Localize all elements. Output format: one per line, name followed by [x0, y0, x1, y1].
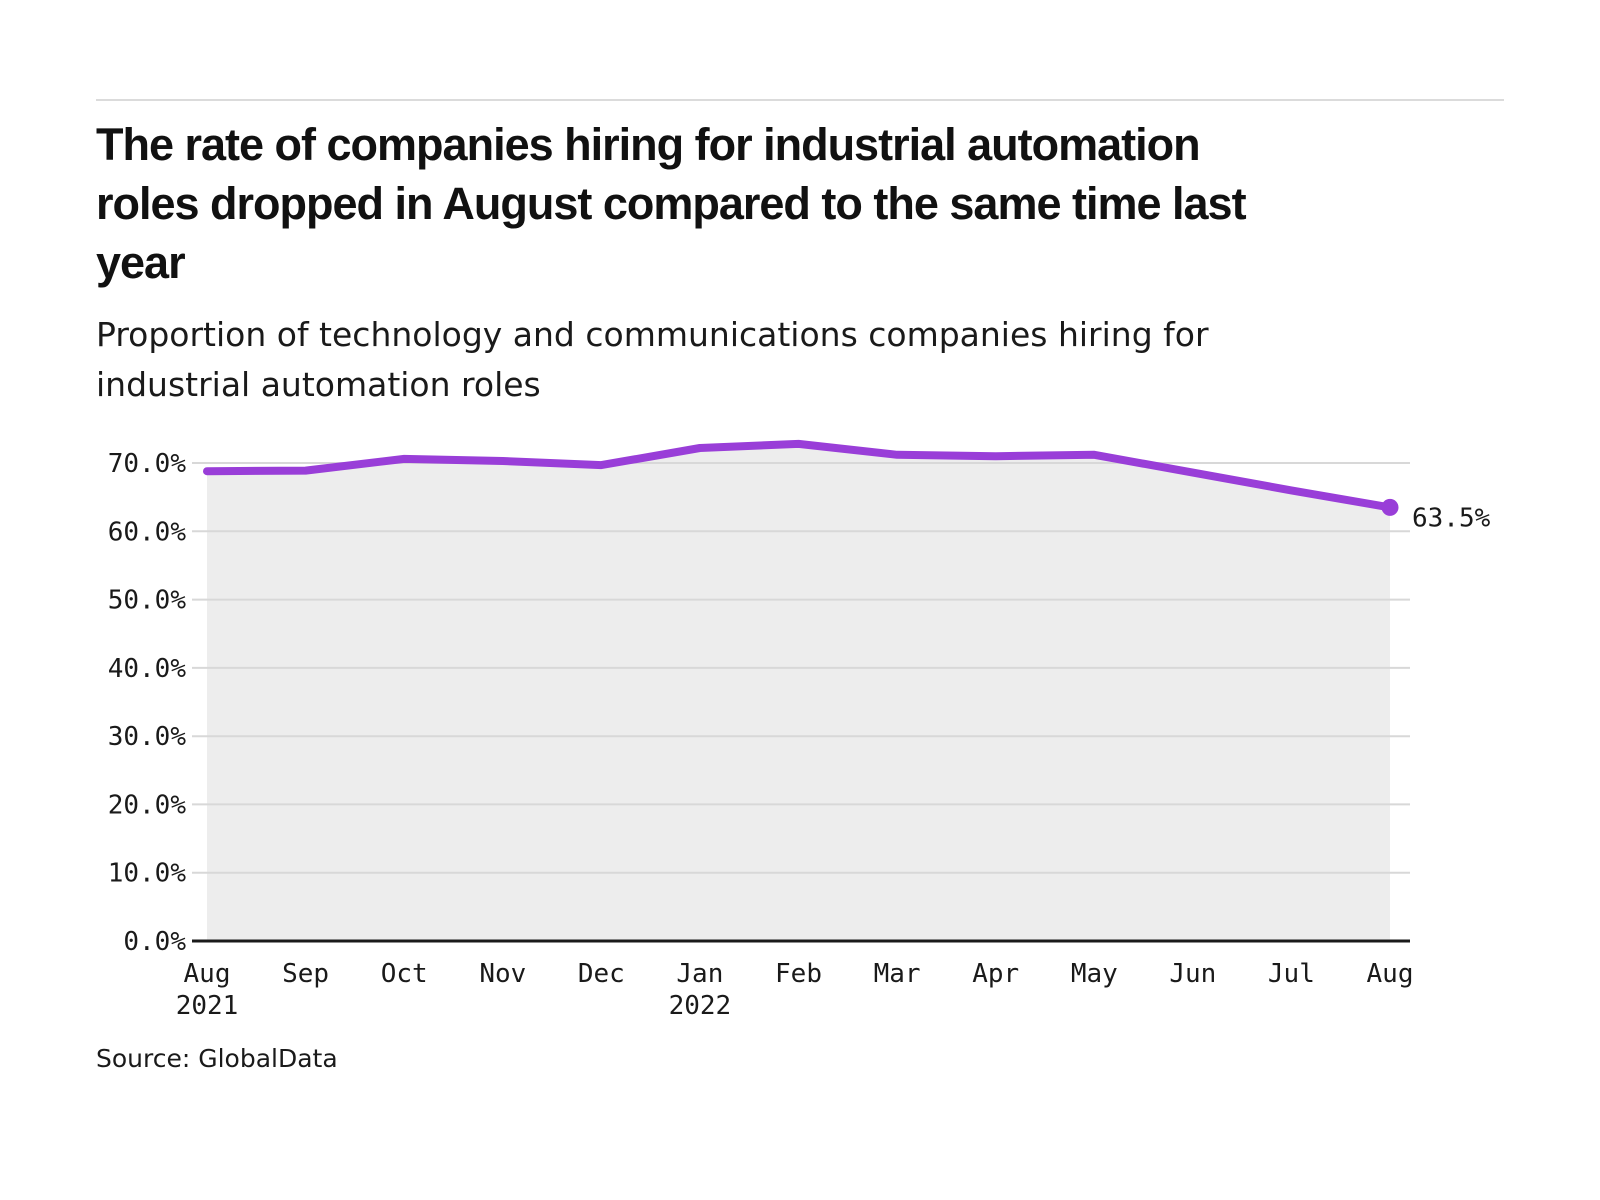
- x-tick-label: Dec: [578, 959, 625, 989]
- y-tick-label: 0.0%: [123, 927, 186, 957]
- x-tick-label: Oct: [381, 959, 428, 989]
- y-tick-label: 20.0%: [108, 790, 187, 820]
- y-tick-label: 40.0%: [108, 654, 187, 684]
- x-tick-label: Jan: [676, 959, 723, 989]
- y-tick-label: 50.0%: [108, 586, 187, 616]
- x-tick-label: May: [1071, 959, 1118, 989]
- x-tick-label: Apr: [972, 959, 1019, 989]
- chart-title: The rate of companies hiring for industr…: [96, 115, 1496, 292]
- x-tick-label: Aug: [1367, 959, 1414, 989]
- x-tick-year-label: 2022: [669, 991, 732, 1021]
- y-tick-label: 30.0%: [108, 722, 187, 752]
- chart-subtitle-line: industrial automation roles: [96, 365, 541, 404]
- x-tick-label: Nov: [479, 959, 526, 989]
- x-tick-label: Feb: [775, 959, 822, 989]
- y-tick-label: 70.0%: [108, 449, 187, 479]
- x-tick-label: Aug: [184, 959, 231, 989]
- end-value-label: 63.5%: [1412, 503, 1491, 533]
- end-point-dot: [1381, 498, 1399, 516]
- x-tick-year-label: 2021: [176, 991, 239, 1021]
- x-tick-label: Mar: [874, 959, 921, 989]
- y-tick-label: 60.0%: [108, 517, 187, 547]
- trend-line: [203, 439, 1394, 512]
- x-tick-label: Jul: [1268, 959, 1315, 989]
- x-tick-label: Jun: [1169, 959, 1216, 989]
- area-fill: [207, 443, 1390, 941]
- y-tick-label: 10.0%: [108, 859, 187, 889]
- source-text: Source: GlobalData: [96, 1044, 338, 1073]
- x-tick-label: Sep: [282, 959, 329, 989]
- chart-subtitle: Proportion of technology and communicati…: [96, 310, 1496, 410]
- chart-title-line: The rate of companies hiring for industr…: [96, 119, 1201, 170]
- top-divider: [96, 99, 1504, 101]
- chart-title-line: roles dropped in August compared to the …: [96, 178, 1247, 229]
- chart-subtitle-line: Proportion of technology and communicati…: [96, 315, 1209, 354]
- chart-title-line: year: [96, 237, 186, 288]
